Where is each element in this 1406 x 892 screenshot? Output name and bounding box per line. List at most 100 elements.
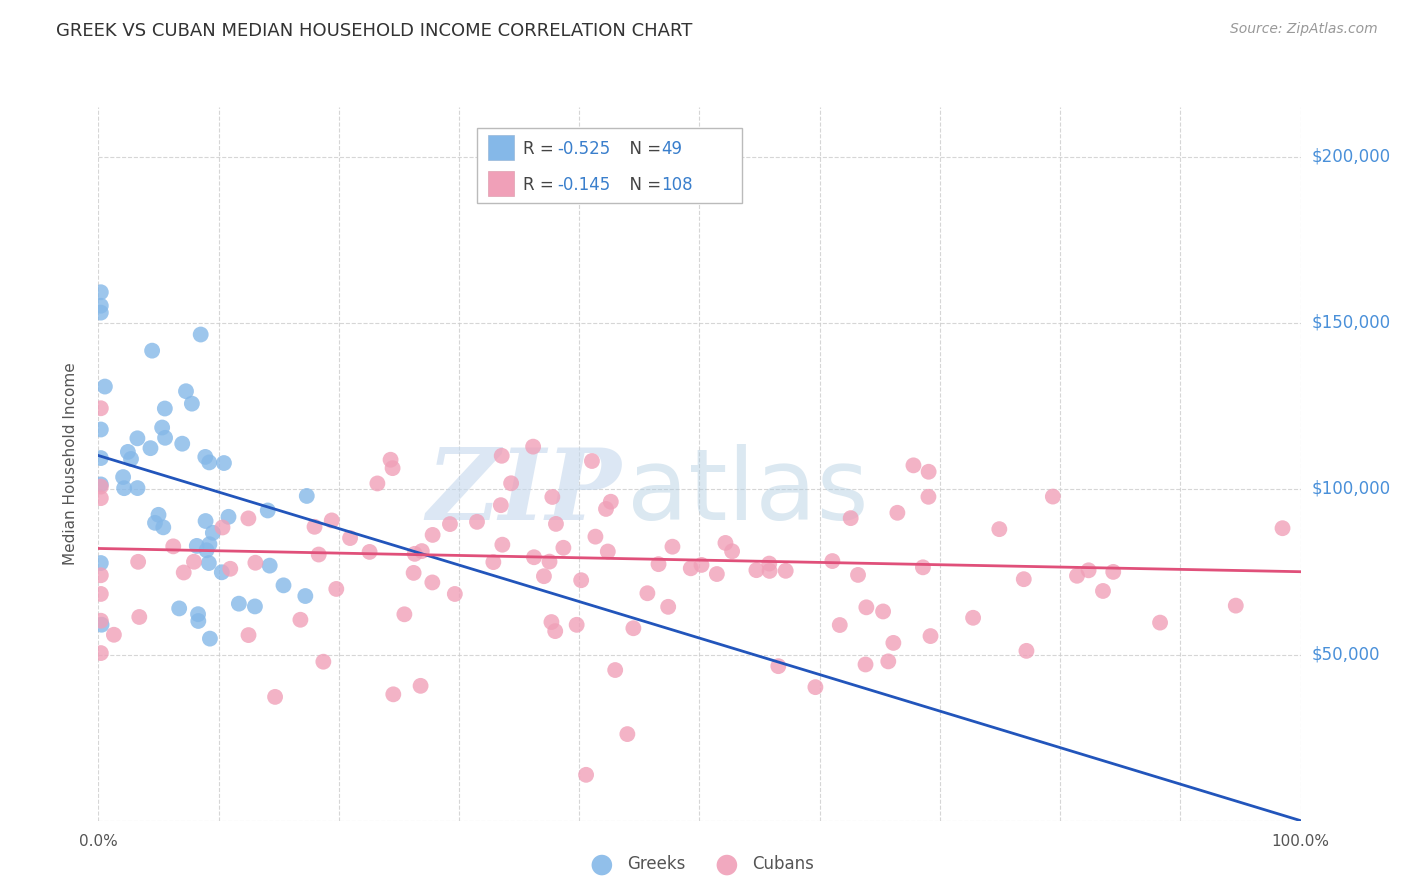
Point	[259, 558, 281, 573]
Point	[443, 587, 465, 601]
Point	[190, 327, 212, 342]
Point	[657, 599, 679, 614]
Point	[243, 599, 266, 614]
Point	[661, 540, 683, 554]
Point	[917, 490, 939, 504]
Point	[153, 431, 176, 445]
Point	[198, 537, 221, 551]
Point	[855, 600, 877, 615]
Point	[380, 452, 402, 467]
Point	[172, 436, 194, 450]
Point	[238, 511, 260, 525]
Point	[540, 615, 562, 629]
Point	[173, 566, 195, 580]
Point	[194, 450, 217, 464]
Point	[465, 515, 488, 529]
Point	[839, 511, 862, 525]
Point	[882, 636, 904, 650]
Point	[523, 550, 546, 565]
Point	[758, 564, 780, 578]
Point	[886, 506, 908, 520]
Point	[90, 477, 112, 491]
Point	[128, 610, 150, 624]
Point	[1102, 565, 1125, 579]
Point	[804, 680, 827, 694]
Point	[212, 456, 235, 470]
Point	[962, 611, 984, 625]
Point	[721, 544, 744, 558]
Point	[706, 567, 728, 582]
Point	[187, 607, 209, 622]
Point	[439, 517, 461, 532]
Point	[187, 614, 209, 628]
Point	[308, 548, 330, 562]
Point	[294, 589, 316, 603]
Point	[245, 556, 267, 570]
Point	[256, 503, 278, 517]
Point	[162, 540, 184, 554]
Point	[321, 513, 343, 527]
Point	[903, 458, 925, 473]
Point	[219, 562, 242, 576]
Point	[491, 538, 513, 552]
Point	[855, 657, 877, 672]
Point	[201, 525, 224, 540]
Point	[1077, 563, 1099, 577]
Point	[148, 508, 170, 522]
Point	[877, 654, 900, 668]
Point	[846, 568, 869, 582]
Point	[616, 727, 638, 741]
Point	[489, 498, 512, 512]
Point	[491, 449, 513, 463]
Point	[920, 629, 942, 643]
Point	[605, 663, 627, 677]
Point	[90, 617, 112, 632]
Point	[821, 554, 844, 568]
Text: R =: R =	[523, 140, 560, 159]
Text: $50,000: $50,000	[1312, 646, 1381, 664]
Point	[218, 509, 240, 524]
Text: 49: 49	[661, 140, 682, 159]
Point	[174, 384, 197, 399]
Point	[366, 476, 388, 491]
Point	[90, 646, 112, 660]
Y-axis label: Median Household Income: Median Household Income	[63, 362, 77, 566]
Point	[575, 768, 598, 782]
Point	[828, 618, 851, 632]
Point	[402, 566, 425, 580]
Point	[186, 539, 208, 553]
Point	[312, 655, 335, 669]
Point	[1091, 584, 1114, 599]
Text: -0.525: -0.525	[557, 140, 610, 159]
Point	[90, 285, 112, 300]
Point	[482, 555, 505, 569]
Point	[583, 530, 606, 544]
Text: atlas: atlas	[627, 444, 869, 541]
Point	[180, 397, 202, 411]
Text: N =: N =	[619, 140, 666, 159]
Point	[409, 679, 432, 693]
Point	[541, 490, 564, 504]
Point	[679, 561, 702, 575]
Point	[152, 520, 174, 534]
Point	[90, 480, 112, 494]
Point	[139, 441, 162, 455]
Point	[273, 578, 295, 592]
Point	[103, 628, 125, 642]
Point	[636, 586, 658, 600]
Point	[544, 516, 567, 531]
Point	[775, 564, 797, 578]
Point	[544, 624, 567, 639]
Point	[90, 556, 112, 570]
Point	[167, 601, 190, 615]
Point	[143, 516, 166, 530]
Point	[295, 489, 318, 503]
Point	[1225, 599, 1247, 613]
Point	[553, 541, 575, 555]
Point	[264, 690, 287, 704]
Point	[581, 454, 603, 468]
Point	[112, 481, 135, 495]
Point	[359, 545, 381, 559]
Point	[745, 563, 768, 577]
Point	[381, 461, 404, 475]
